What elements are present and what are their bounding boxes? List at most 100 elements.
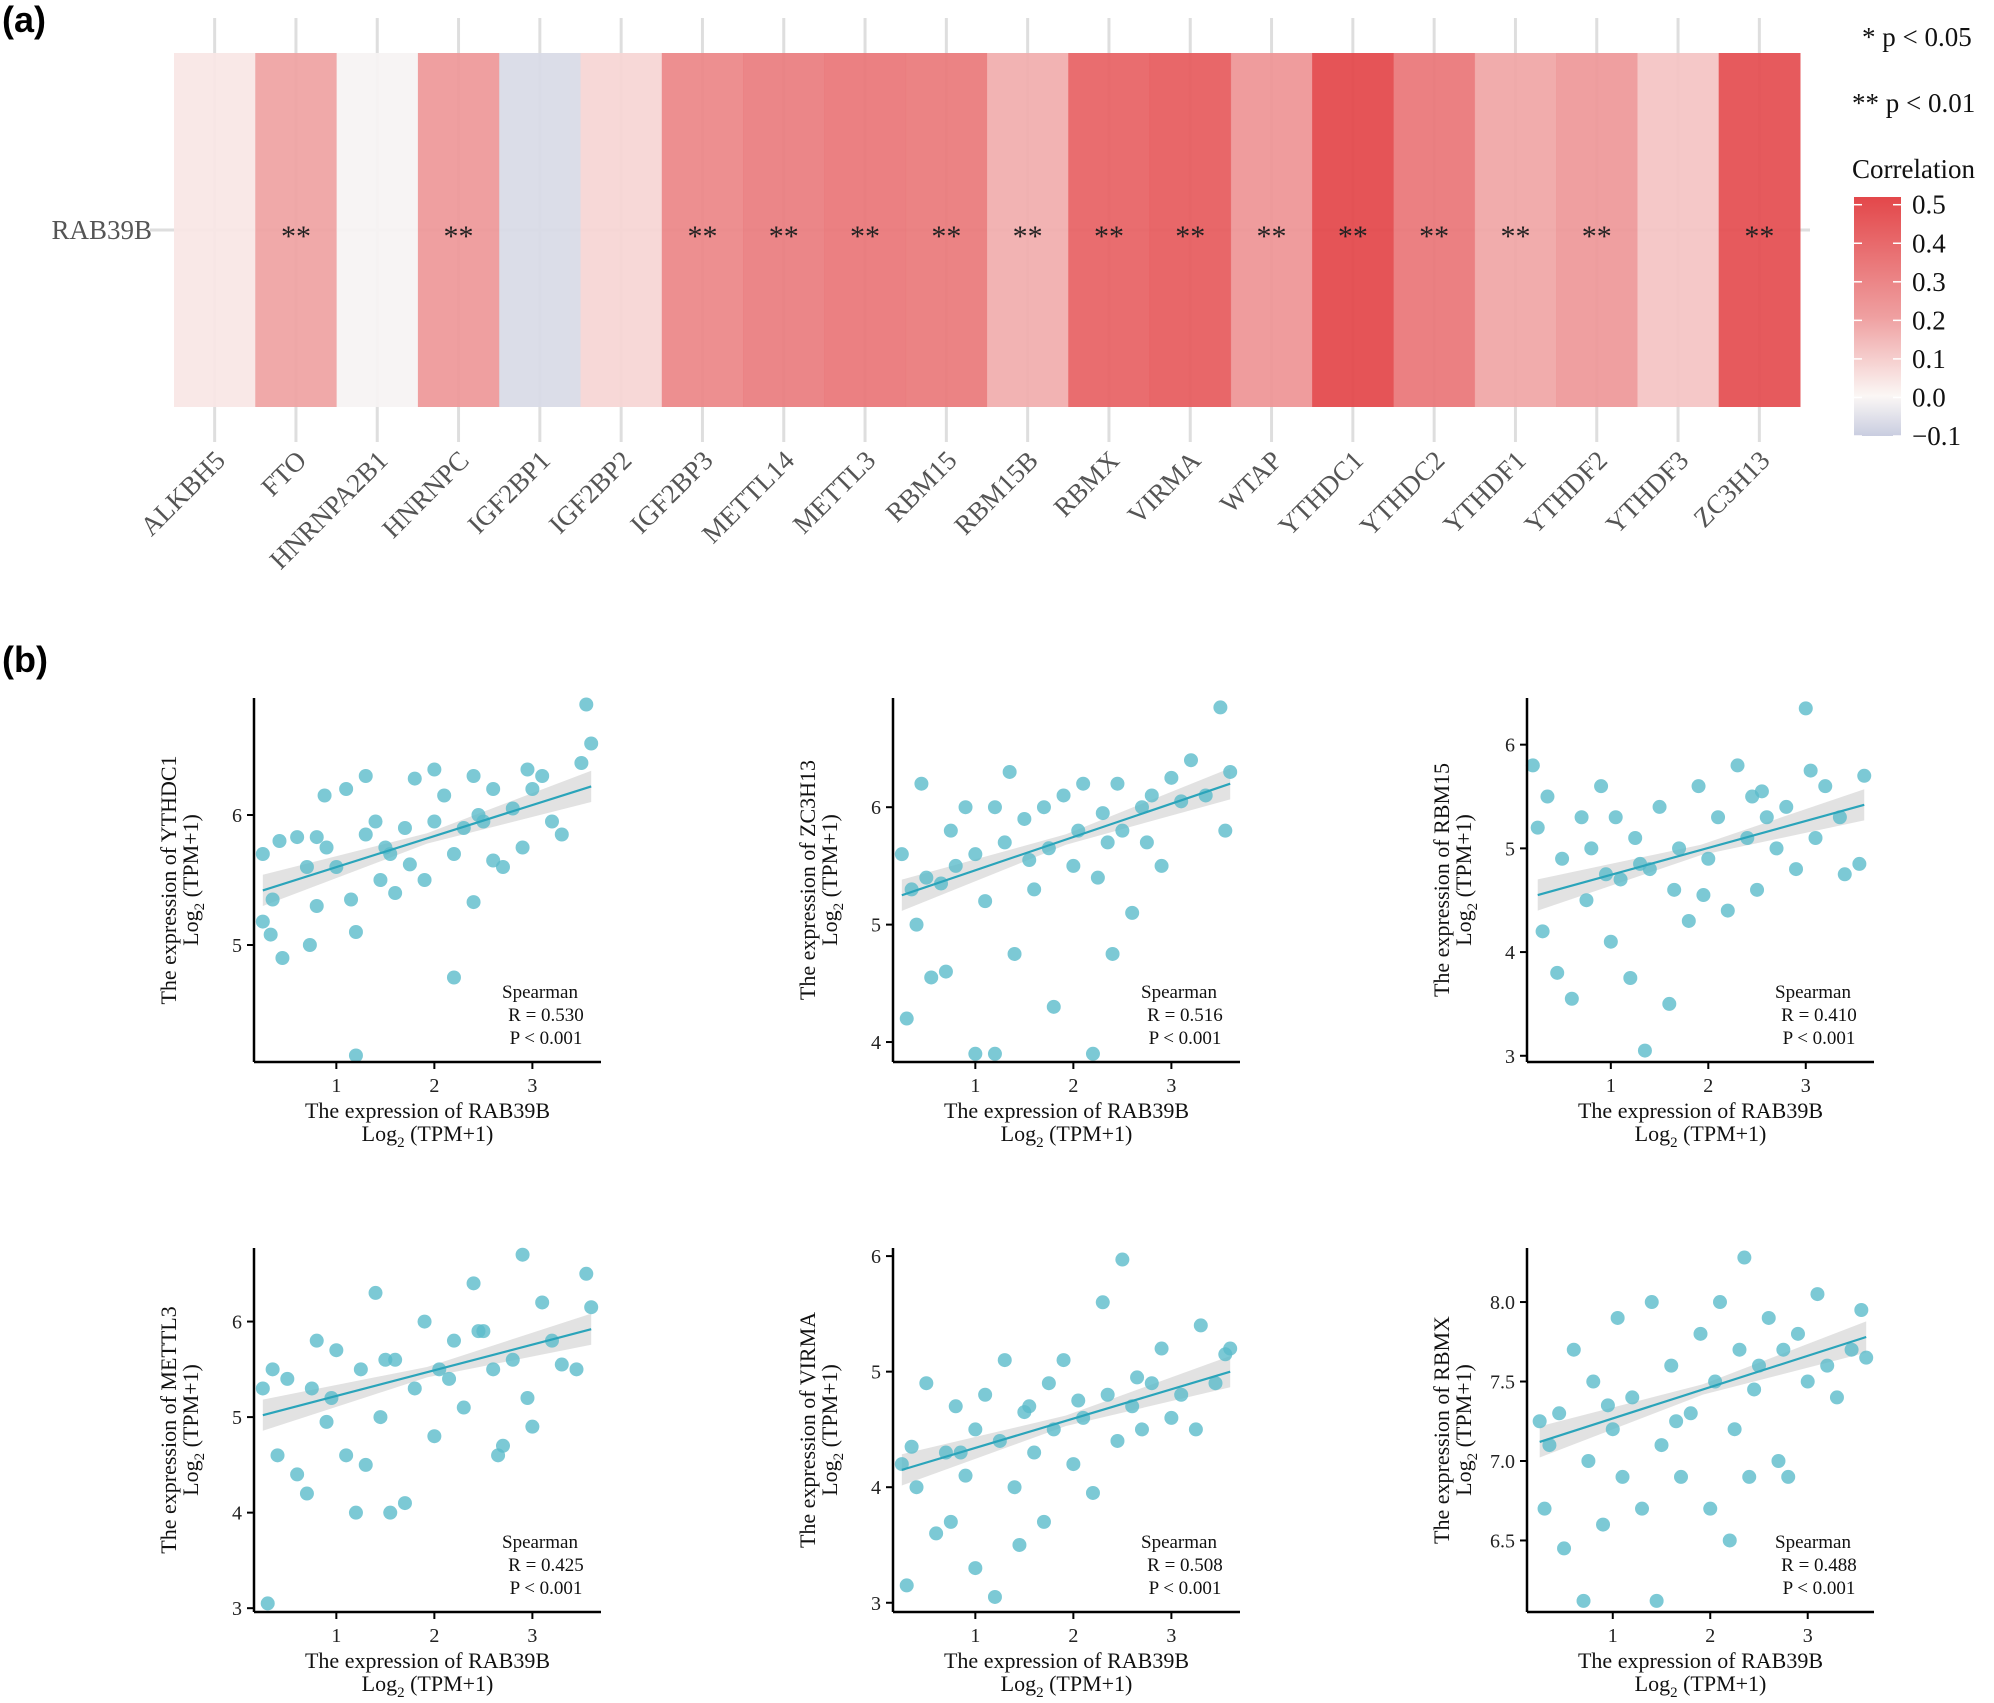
scatter-point [1737, 1250, 1752, 1265]
scatter-point [968, 847, 983, 862]
scatter-point [1613, 872, 1628, 887]
log-units: (TPM+1) [1451, 814, 1476, 903]
scatter-point [456, 1400, 471, 1415]
scatter-point [317, 788, 332, 803]
log-text: Log [178, 1460, 203, 1495]
colorbar-tick-label: −0.1 [1912, 421, 1961, 451]
scatter-point [1564, 991, 1579, 1006]
column-label: YTHDF3 [1600, 445, 1694, 539]
scatter-point [1183, 753, 1198, 768]
scatter-point [1667, 882, 1682, 897]
stat-method: Spearman [1775, 982, 1851, 1003]
scatter-point [943, 823, 958, 838]
x-tick-label: 2 [1068, 1075, 1078, 1097]
log-text: Log [1001, 1121, 1036, 1146]
x-axis-title: The expression of RAB39B [1578, 1648, 1823, 1673]
scatter-point [1628, 831, 1643, 845]
scatter-point [1681, 913, 1696, 928]
scatter-point [997, 835, 1012, 850]
x-tick-label: 1 [1608, 1625, 1618, 1647]
x-axis-unit: Log2 (TPM+1) [362, 1121, 494, 1151]
y-tick-label: 3 [232, 1598, 242, 1620]
y-tick-label: 4 [871, 1477, 881, 1499]
scatter-point [1637, 1043, 1652, 1058]
scatter-point [978, 894, 993, 909]
scatter-point [584, 1300, 599, 1315]
scatter-point [1540, 789, 1555, 804]
y-axis-unit: Log2 (TPM+1) [1451, 814, 1481, 946]
colorbar-tick-label: 0.5 [1912, 190, 1946, 220]
y-axis-unit: Log2 (TPM+1) [817, 814, 847, 946]
scatter-point [579, 1266, 594, 1281]
scatter-point [1130, 1370, 1145, 1385]
heatmap-cell-zc3h13 [1718, 53, 1801, 407]
stat-r: R = 0.530 [508, 1005, 584, 1026]
stat-r: R = 0.410 [1781, 1005, 1857, 1026]
log-text: Log [1635, 1671, 1670, 1696]
scatter-point [1105, 946, 1120, 961]
column-label: RBMX [1048, 445, 1126, 523]
scatter-point [1223, 764, 1238, 779]
scatter-point [1218, 823, 1233, 838]
scatter-point [1594, 779, 1609, 794]
log-text: Log [817, 1460, 842, 1495]
scatter-point [1100, 1387, 1115, 1402]
scatter-point [899, 1011, 914, 1026]
scatter-point [1857, 768, 1872, 783]
scatter-point [329, 1343, 344, 1358]
scatter-point [584, 736, 599, 751]
log-text: Log [178, 910, 203, 945]
log-text: Log [1635, 1121, 1670, 1146]
significance-mark: ** [1338, 220, 1368, 253]
scatter-point [1732, 1342, 1747, 1357]
x-axis-title: The expression of RAB39B [1578, 1098, 1823, 1123]
heatmap-cell-hnrnpc [417, 53, 500, 407]
scatter-point [1555, 851, 1570, 866]
scatter-point [525, 782, 540, 796]
scatter-point [574, 756, 589, 770]
heatmap-cell-ythdc2 [1393, 53, 1476, 407]
scatter-point [1820, 1358, 1835, 1373]
scatter-point [368, 1285, 383, 1300]
heatmap-cell-mettl14 [743, 53, 825, 407]
scatter-point [1754, 784, 1769, 799]
y-tick-label: 6.5 [1490, 1530, 1515, 1552]
regression-line [262, 1328, 592, 1417]
y-axis-title: The expression of METTL3 [156, 1306, 181, 1553]
scatter-point [1012, 1537, 1027, 1552]
regression-line [1537, 803, 1865, 897]
scatter-point [1115, 1252, 1130, 1267]
scatter-point [302, 938, 317, 952]
log-subscript: 2 [1465, 1453, 1481, 1461]
scatter-point [1535, 924, 1550, 939]
y-tick-label: 5 [1505, 838, 1515, 860]
row-label: RAB39B [51, 215, 152, 245]
scatter-point [1829, 1390, 1844, 1405]
scatter-point [924, 970, 939, 985]
scatter-point [446, 847, 461, 861]
scatter-point [904, 1439, 919, 1454]
scatter-point [1712, 1295, 1727, 1310]
scatter-point [309, 899, 324, 913]
scatter-point [280, 1371, 295, 1386]
stat-p: P < 0.001 [1783, 1028, 1856, 1049]
scatter-point [1790, 1326, 1805, 1341]
heatmap-cell-virma [1149, 53, 1232, 407]
log-units: (TPM+1) [1678, 1671, 1767, 1696]
scatter-point [1066, 858, 1081, 873]
panel-label-b: (b) [2, 639, 48, 680]
x-axis-unit: Log2 (TPM+1) [362, 1671, 494, 1701]
y-axis-title: The expression of RBMX [1429, 1316, 1454, 1544]
x-tick-label: 2 [429, 1625, 439, 1647]
correlation-heatmap: RAB39BALKBH5**FTOHNRNPA2B1**HNRNPCIGF2BP… [51, 18, 1810, 575]
scatter-point [437, 788, 452, 803]
scatter-point [544, 1333, 559, 1348]
scatter-point [909, 1480, 924, 1495]
scatter-point [1635, 1501, 1650, 1516]
stat-r: R = 0.488 [1781, 1555, 1857, 1576]
scatter-point [1017, 1405, 1032, 1420]
stat-method: Spearman [502, 982, 578, 1003]
scatter-point [348, 1048, 363, 1063]
scatter-point [1683, 1406, 1698, 1421]
